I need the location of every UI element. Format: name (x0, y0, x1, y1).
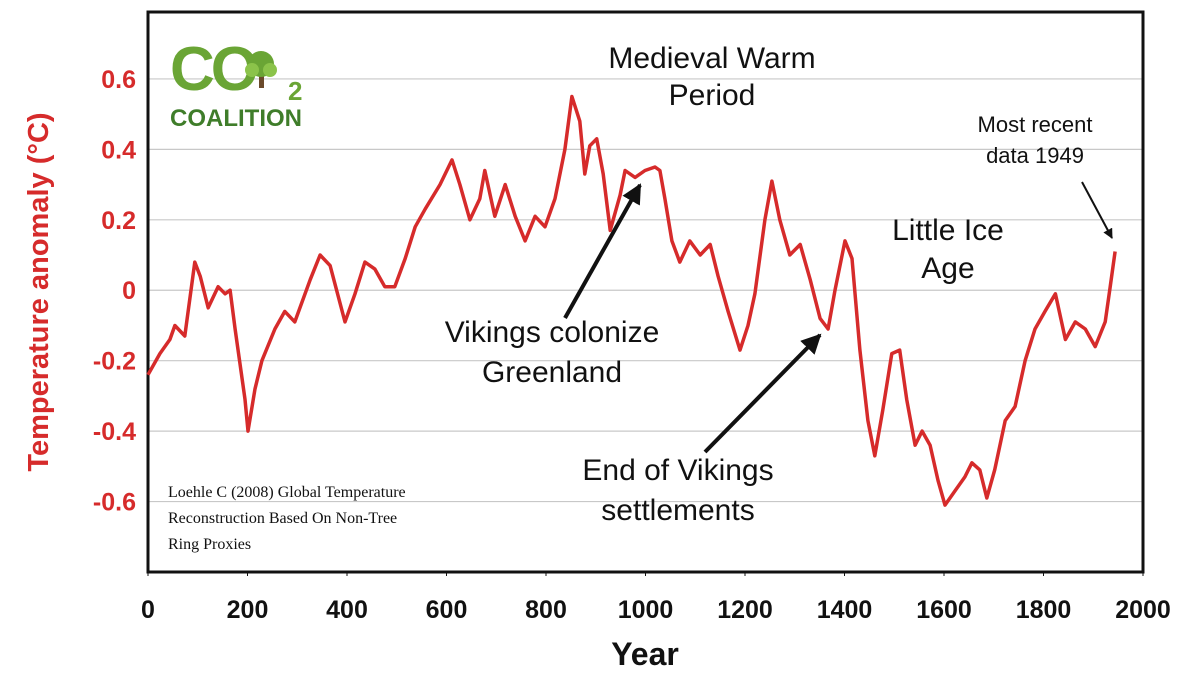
annotation: End of Vikings (582, 454, 773, 487)
arrow (1081, 181, 1113, 239)
y-tick-label: -0.6 (93, 489, 136, 517)
x-tick-label: 600 (426, 596, 468, 624)
x-tick-label: 400 (326, 596, 368, 624)
annotation: Vikings colonize (445, 316, 660, 349)
citation: Loehle C (2008) Global Temperature (168, 484, 406, 501)
y-tick-label: 0 (122, 277, 136, 305)
grid (148, 78, 1143, 503)
arrow (563, 183, 642, 319)
annotation: Most recent (978, 112, 1093, 137)
x-tick-label: 1400 (817, 596, 873, 624)
y-tick-label: -0.2 (93, 348, 136, 376)
annotation: data 1949 (986, 143, 1084, 168)
annotation: settlements (601, 494, 754, 527)
x-tick-label: 800 (525, 596, 567, 624)
logo-name: COALITION (170, 105, 302, 132)
x-tick-label: 0 (141, 596, 155, 624)
x-axis-title: Year (611, 636, 679, 672)
x-tick-label: 2000 (1115, 596, 1171, 624)
y-tick-label: 0.6 (101, 66, 136, 94)
x-tick-label: 1800 (1016, 596, 1072, 624)
annotation: Age (921, 252, 974, 285)
annotation: Period (669, 79, 756, 112)
x-tick-label: 1000 (618, 596, 674, 624)
citation: Reconstruction Based On Non-Tree (168, 510, 397, 527)
citation: Ring Proxies (168, 536, 251, 553)
y-tick-label: 0.2 (101, 207, 136, 235)
annotation: Medieval Warm (608, 42, 815, 75)
data-line (146, 94, 1117, 507)
annotation: Little Ice (892, 214, 1004, 247)
logo-main: CO (170, 35, 257, 104)
y-axis-title: Temperature anomaly (°C) (23, 112, 55, 471)
x-tick-label: 1200 (717, 596, 773, 624)
logo: CO 2 COALITION (170, 35, 302, 132)
x-tick-label: 200 (227, 596, 269, 624)
y-tick-label: -0.4 (93, 418, 136, 446)
y-tick-label: 0.4 (101, 136, 136, 164)
annotation: Greenland (482, 356, 622, 389)
logo-tree (245, 51, 277, 88)
arrow (703, 333, 822, 454)
x-tick-label: 1600 (916, 596, 972, 624)
logo-subscript: 2 (288, 76, 302, 106)
annotations: Medieval Warm Period Vikings colonize Green… (445, 42, 1113, 527)
